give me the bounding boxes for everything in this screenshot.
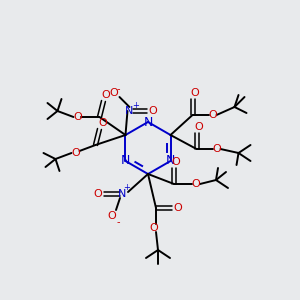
Text: +: + [124, 182, 130, 191]
Text: -: - [117, 84, 120, 94]
Text: O: O [212, 144, 221, 154]
Text: O: O [98, 118, 107, 128]
Text: -: - [116, 217, 120, 227]
Text: O: O [190, 88, 199, 98]
Text: O: O [108, 211, 116, 221]
Text: O: O [208, 110, 217, 120]
Text: N: N [121, 154, 130, 167]
Text: O: O [73, 112, 82, 122]
Text: O: O [94, 189, 102, 199]
Text: O: O [192, 179, 200, 189]
Text: O: O [71, 148, 80, 158]
Text: O: O [174, 203, 182, 213]
Text: N: N [118, 189, 126, 199]
Text: N: N [143, 116, 153, 128]
Text: O: O [148, 106, 157, 116]
Text: O: O [109, 88, 118, 98]
Text: O: O [101, 90, 110, 100]
Text: O: O [172, 157, 180, 167]
Text: O: O [194, 122, 203, 132]
Text: O: O [150, 223, 158, 233]
Text: +: + [132, 101, 139, 110]
Text: N: N [125, 106, 134, 116]
Text: N: N [166, 154, 175, 167]
